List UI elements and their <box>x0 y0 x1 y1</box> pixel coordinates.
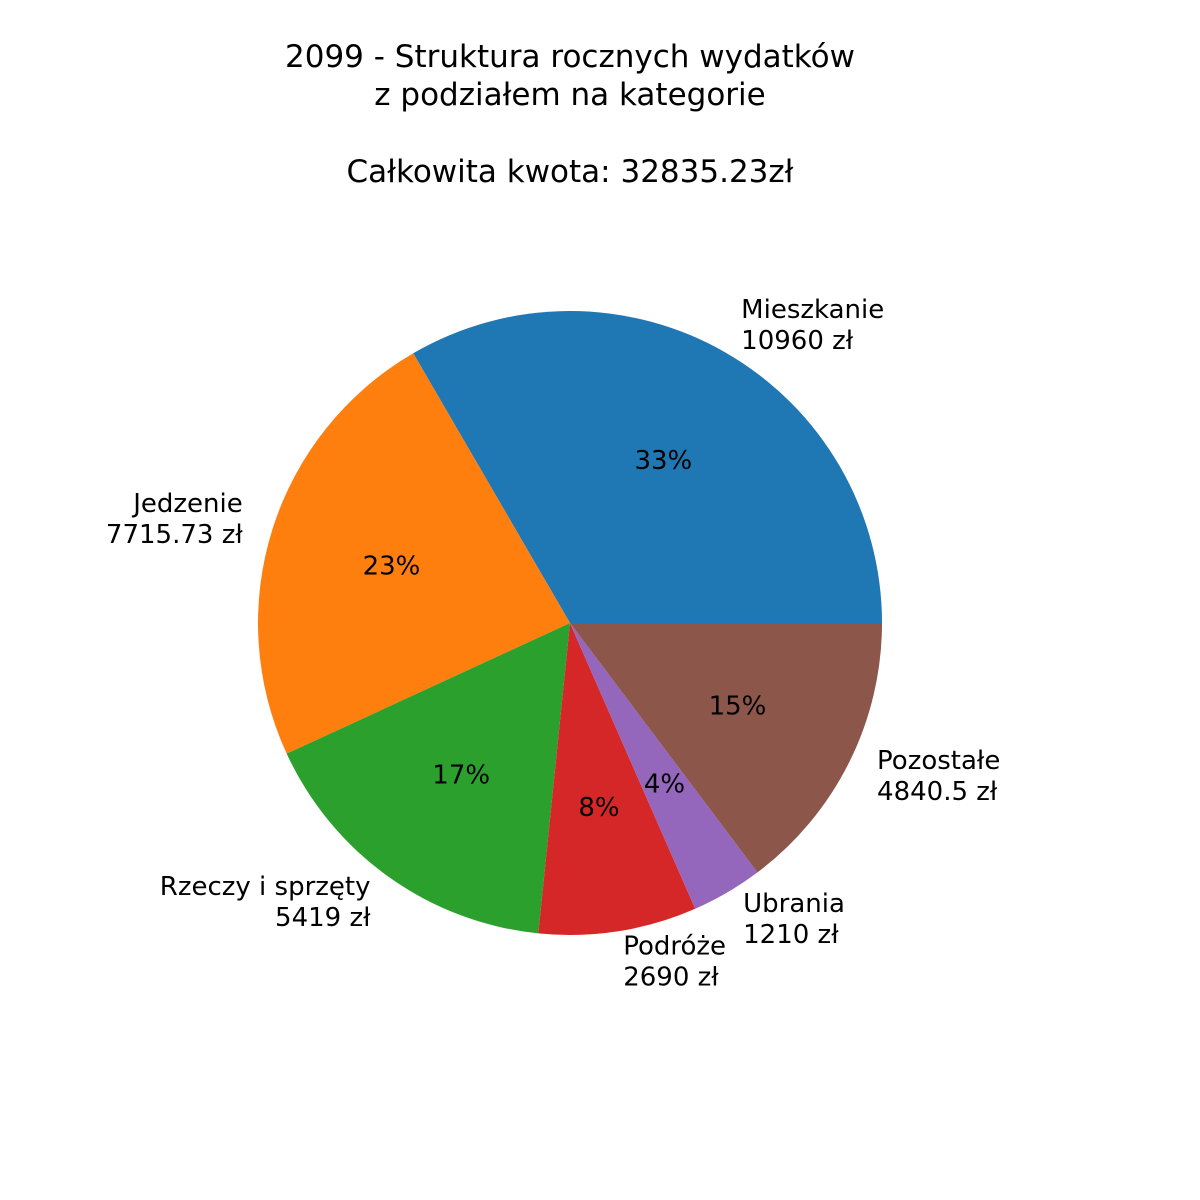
pie-slices <box>258 311 882 936</box>
category-name-label: Pozostałe <box>877 746 1000 776</box>
category-amount-label: 7715.73 zł <box>106 520 243 550</box>
category-amount-label: 5419 zł <box>275 903 371 933</box>
category-amount-label: 10960 zł <box>741 326 854 356</box>
pie-slice-rzeczy-i-sprz-ty <box>286 623 570 934</box>
pie-slice-ubrania <box>570 623 758 909</box>
title-line: z podziałem na kategorie <box>374 77 765 113</box>
title-line: 2099 - Struktura rocznych wydatków <box>285 39 855 75</box>
category-name-label: Podróże <box>623 932 726 962</box>
category-amount-label: 1210 zł <box>743 920 839 950</box>
category-amount-label: 2690 zł <box>623 963 719 993</box>
percent-label: 15% <box>709 692 767 722</box>
percent-label: 17% <box>432 760 490 790</box>
percent-label: 23% <box>363 552 421 582</box>
category-name-label: Ubrania <box>743 889 845 919</box>
percent-labels: 33% 23% 17% 8% 4% 15% <box>363 446 767 823</box>
percent-label: 8% <box>578 793 619 823</box>
pie-slice-pozosta-e <box>570 623 882 873</box>
pie-slice-jedzenie <box>258 353 570 754</box>
category-name-label: Rzeczy i sprzęty <box>160 872 371 902</box>
percent-label: 33% <box>634 446 692 476</box>
category-amount-label: 4840.5 zł <box>877 777 998 807</box>
title-line: Całkowita kwota: 32835.23zł <box>347 154 794 190</box>
category-name-label: Jedzenie <box>131 489 243 519</box>
category-name-label: Mieszkanie <box>741 295 884 325</box>
percent-label: 4% <box>644 770 685 800</box>
pie-slice-podr-e <box>538 623 696 936</box>
pie-slice-mieszkanie <box>413 311 882 623</box>
